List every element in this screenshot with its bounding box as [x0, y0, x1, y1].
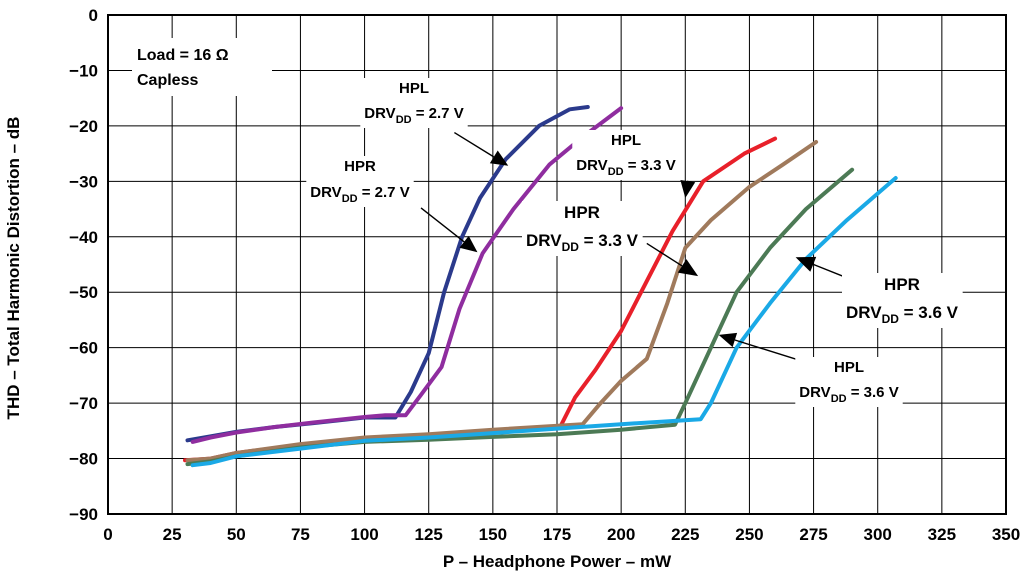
annotation-hpr-36: HPR DRVDD = 3.6 V	[795, 256, 963, 328]
arrow-head	[795, 256, 817, 272]
load-note: Load = 16 Ω Capless	[132, 38, 272, 96]
annotation-bg	[360, 78, 468, 128]
annotations: HPL DRVDD = 2.7 V HPR DRVDD = 2.7 V HPL DRVDD…	[306, 78, 963, 407]
annotation-channel: HPL	[611, 132, 641, 149]
x-tick-label: 150	[479, 525, 507, 544]
x-tick-label: 75	[291, 525, 310, 544]
x-tick-label: 225	[671, 525, 699, 544]
tick-labels: 0 25 50 75 100 125 150 175 200 225 250 275 300 325 350…	[69, 6, 1020, 544]
annotation-leader	[812, 263, 848, 279]
arrow-head	[718, 332, 738, 348]
x-tick-label: 175	[543, 525, 571, 544]
y-tick-label: −90	[69, 505, 98, 524]
annotation-hpl-27: HPL DRVDD = 2.7 V	[360, 78, 509, 166]
annotation-bg	[521, 201, 643, 256]
series-line-6	[190, 176, 898, 468]
annotation-hpr-27: HPR DRVDD = 2.7 V	[306, 156, 478, 253]
arrow-head	[489, 150, 509, 166]
y-tick-label: −60	[69, 339, 98, 358]
annotation-voltage: DRVDD = 3.3 V	[576, 157, 675, 178]
annotation-bg	[572, 130, 680, 180]
x-tick-label: 350	[992, 525, 1020, 544]
x-tick-label: 300	[864, 525, 892, 544]
annotation-leader	[420, 207, 465, 243]
annotation-hpl-36: HPL DRVDD = 3.6 V	[718, 332, 903, 407]
annotation-leader	[454, 131, 495, 158]
series-line-4	[185, 140, 819, 463]
x-tick-label: 100	[350, 525, 378, 544]
y-axis-label: THD – Total Harmonic Distortion – dB	[4, 117, 23, 420]
plot-frame	[107, 14, 1007, 515]
annotation-channel: HPR	[884, 275, 920, 294]
annotation-voltage: DRVDD = 3.6 V	[799, 384, 898, 405]
annotation-channel: HPL	[834, 359, 864, 376]
annotation-channel: HPL	[399, 80, 429, 97]
series-lines	[183, 105, 898, 468]
annotation-leader	[646, 242, 683, 267]
load-note-bg	[132, 38, 272, 96]
x-tick-label: 275	[799, 525, 827, 544]
x-tick-label: 200	[607, 525, 635, 544]
annotation-voltage: DRVDD = 3.6 V	[846, 303, 959, 326]
plot-border	[107, 14, 1007, 515]
arrow-head	[680, 180, 696, 198]
x-tick-label: 50	[227, 525, 246, 544]
x-tick-label: 0	[103, 525, 112, 544]
series-line-2	[190, 106, 624, 444]
annotation-voltage: DRVDD = 3.3 V	[526, 231, 639, 254]
annotation-hpr-33: HPR DRVDD = 3.3 V	[521, 201, 699, 277]
annotation-bg	[306, 156, 414, 207]
load-note-line1: Load = 16 Ω	[137, 47, 229, 64]
arrow-head	[459, 235, 478, 253]
series-line-5	[185, 167, 855, 467]
y-tick-label: −20	[69, 117, 98, 136]
annotation-bg	[841, 273, 963, 328]
x-tick-label: 325	[928, 525, 956, 544]
load-note-line2: Capless	[137, 72, 198, 89]
annotation-bg	[795, 357, 903, 407]
x-tick-label: 25	[163, 525, 182, 544]
y-tick-label: −70	[69, 394, 98, 413]
arrow-head	[677, 259, 699, 277]
annotation-voltage: DRVDD = 2.7 V	[364, 105, 463, 126]
x-axis-label: P – Headphone Power – mW	[443, 552, 672, 571]
y-tick-label: −50	[69, 283, 98, 302]
y-tick-label: −80	[69, 450, 98, 469]
annotation-hpl-33: HPL DRVDD = 3.3 V	[572, 130, 696, 198]
x-tick-label: 125	[415, 525, 443, 544]
annotation-channel: HPR	[344, 158, 376, 175]
x-tick-label: 250	[735, 525, 763, 544]
annotation-voltage: DRVDD = 2.7 V	[310, 184, 409, 205]
y-tick-label: −30	[69, 172, 98, 191]
y-tick-label: −40	[69, 228, 98, 247]
y-tick-label: 0	[89, 6, 98, 25]
y-tick-label: −10	[69, 61, 98, 80]
annotation-channel: HPR	[564, 203, 600, 222]
